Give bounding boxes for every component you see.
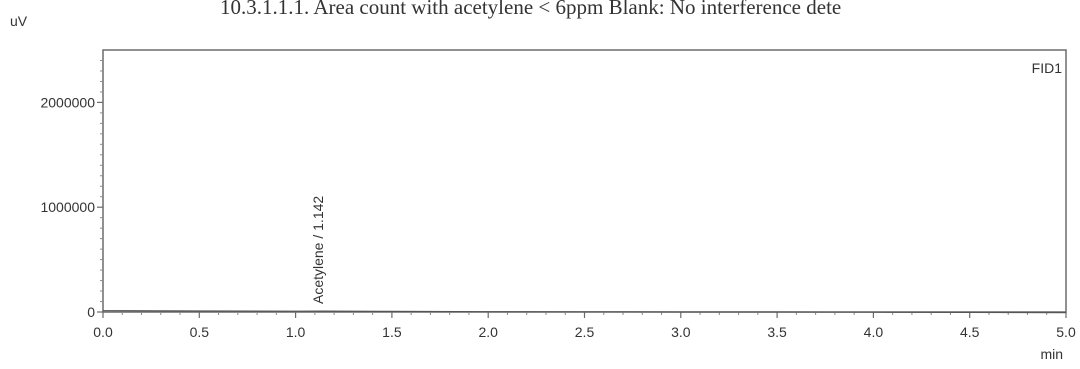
x-tick-label: 1.0: [286, 324, 306, 340]
detector-label: FID1: [1032, 60, 1063, 76]
y-axis-ticks: 0 1000000 2000000: [40, 94, 103, 320]
y-tick-label: 1000000: [40, 199, 95, 215]
plot-frame: [102, 49, 1067, 313]
x-minor-ticks: [121, 312, 1048, 315]
header-note: 10.3.1.1.1. Area count with acetylene < …: [220, 0, 841, 19]
x-axis-label: min: [1040, 346, 1063, 362]
x-tick-label: 3.5: [767, 324, 787, 340]
y-minor-ticks: [100, 59, 103, 303]
x-tick-label: 5.0: [1056, 324, 1076, 340]
fid1-trace: [102, 310, 1067, 314]
x-tick-label: 3.0: [671, 324, 691, 340]
x-tick-label: 4.5: [960, 324, 980, 340]
y-tick-label: 0: [87, 304, 95, 320]
x-tick-label: 2.5: [575, 324, 595, 340]
x-tick-label: 0.0: [93, 324, 113, 340]
x-axis-ticks: 0.0 0.5 1.0 1.5 2.0 2.5 3.0 3.5 4.0 4.5 5.0: [93, 312, 1076, 340]
y-axis-label: uV: [10, 13, 28, 29]
peak-label: Acetylene / 1.142: [310, 196, 326, 304]
x-tick-label: 4.0: [864, 324, 884, 340]
x-tick-label: 0.5: [190, 324, 210, 340]
x-tick-label: 2.0: [478, 324, 498, 340]
y-tick-label: 2000000: [40, 94, 95, 110]
peak-annotations: Acetylene / 1.142: [310, 196, 326, 304]
x-tick-label: 1.5: [382, 324, 402, 340]
